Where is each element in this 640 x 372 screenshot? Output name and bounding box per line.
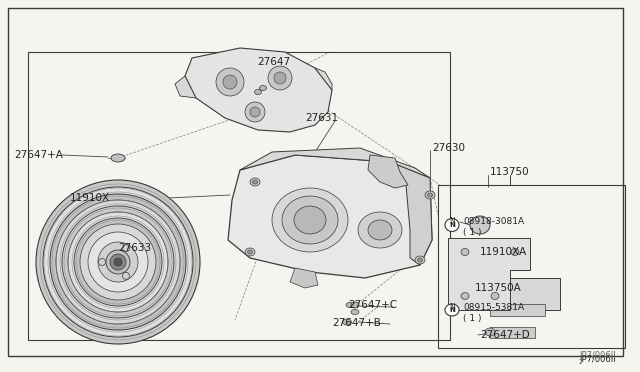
Ellipse shape (245, 248, 255, 256)
Text: ( 1 ): ( 1 ) (463, 228, 481, 237)
Ellipse shape (62, 206, 174, 318)
Ellipse shape (358, 212, 402, 248)
Ellipse shape (274, 72, 286, 84)
Ellipse shape (110, 254, 126, 270)
Ellipse shape (491, 292, 499, 299)
Ellipse shape (346, 302, 354, 308)
Text: 27647: 27647 (257, 57, 290, 67)
Text: 11910X: 11910X (70, 193, 110, 203)
Ellipse shape (36, 180, 200, 344)
Polygon shape (368, 155, 408, 188)
Text: N: N (449, 304, 455, 312)
Ellipse shape (88, 232, 148, 292)
Ellipse shape (351, 310, 359, 314)
Ellipse shape (272, 188, 348, 252)
Polygon shape (175, 76, 196, 98)
Ellipse shape (112, 256, 124, 268)
Ellipse shape (43, 187, 193, 337)
Ellipse shape (259, 86, 266, 90)
Ellipse shape (445, 304, 459, 316)
Text: N: N (449, 218, 455, 227)
Text: 27647+C: 27647+C (348, 300, 397, 310)
Ellipse shape (111, 154, 125, 162)
Ellipse shape (425, 191, 435, 199)
Text: JP7/006II: JP7/006II (579, 356, 616, 365)
Polygon shape (240, 148, 430, 178)
Ellipse shape (68, 212, 168, 312)
Ellipse shape (98, 242, 138, 282)
Text: 27630: 27630 (432, 143, 465, 153)
Ellipse shape (122, 245, 129, 251)
Ellipse shape (511, 248, 519, 256)
Text: 11910XA: 11910XA (480, 247, 527, 257)
Ellipse shape (99, 259, 106, 266)
Ellipse shape (245, 102, 265, 122)
Ellipse shape (351, 302, 359, 308)
Polygon shape (448, 238, 530, 310)
Ellipse shape (223, 75, 237, 89)
Ellipse shape (216, 68, 244, 96)
Text: 27647+A: 27647+A (14, 150, 63, 160)
Ellipse shape (485, 328, 495, 336)
Text: 08915-5381A: 08915-5381A (463, 304, 524, 312)
Ellipse shape (122, 272, 129, 279)
Ellipse shape (461, 248, 469, 256)
Ellipse shape (253, 180, 257, 184)
Text: 113750: 113750 (490, 167, 530, 177)
Ellipse shape (368, 220, 392, 240)
Polygon shape (228, 155, 432, 278)
Ellipse shape (461, 292, 469, 299)
Text: 27631: 27631 (305, 113, 338, 123)
Ellipse shape (417, 258, 422, 262)
Text: 27647+D: 27647+D (480, 330, 530, 340)
Text: N: N (449, 222, 455, 228)
Ellipse shape (250, 178, 260, 186)
Bar (28, 52, 450, 340)
Ellipse shape (415, 256, 425, 264)
Polygon shape (185, 48, 332, 132)
Polygon shape (390, 162, 432, 265)
Ellipse shape (114, 258, 122, 266)
Text: 27633: 27633 (118, 243, 151, 253)
Text: 27647+B: 27647+B (332, 318, 381, 328)
Polygon shape (315, 68, 332, 90)
Text: N: N (449, 307, 455, 313)
Ellipse shape (74, 218, 162, 306)
Ellipse shape (294, 206, 326, 234)
Ellipse shape (282, 196, 338, 244)
Ellipse shape (445, 218, 459, 231)
Text: 113750A: 113750A (475, 283, 522, 293)
Text: 08918-3081A: 08918-3081A (463, 218, 524, 227)
Bar (490, 304, 545, 316)
Bar (490, 278, 560, 310)
Text: ( 1 ): ( 1 ) (463, 314, 481, 323)
Ellipse shape (248, 250, 253, 254)
Ellipse shape (50, 194, 186, 330)
Polygon shape (290, 268, 318, 288)
Ellipse shape (255, 90, 262, 94)
Ellipse shape (342, 319, 351, 325)
Ellipse shape (428, 193, 433, 197)
Bar (438, 185, 625, 348)
Ellipse shape (56, 200, 180, 324)
Text: JP7/006II: JP7/006II (579, 351, 616, 360)
Bar (490, 327, 535, 338)
Ellipse shape (268, 66, 292, 90)
Ellipse shape (470, 216, 490, 234)
Ellipse shape (106, 250, 130, 274)
Ellipse shape (80, 224, 156, 300)
Ellipse shape (250, 107, 260, 117)
